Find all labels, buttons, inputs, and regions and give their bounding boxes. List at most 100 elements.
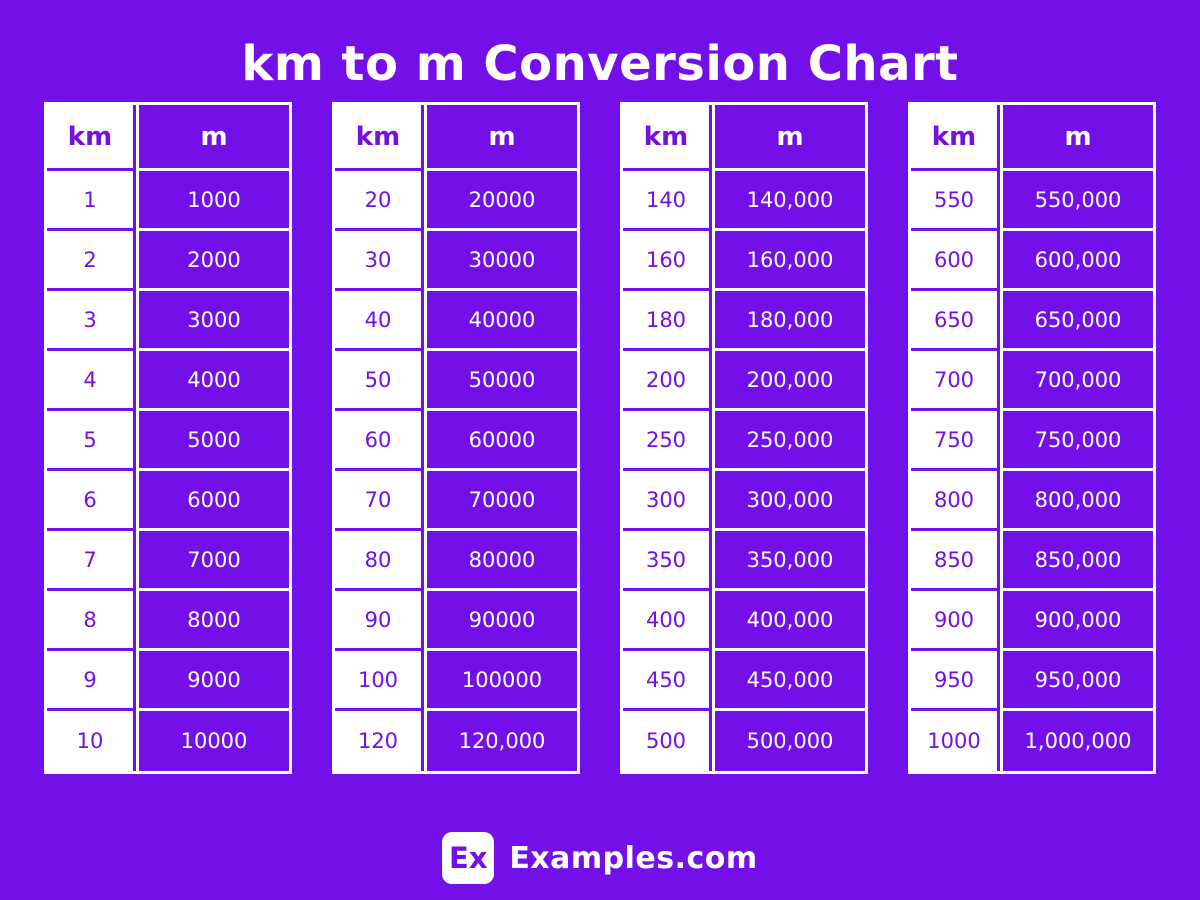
- m-cell: 1,000,000: [1000, 711, 1153, 771]
- km-cell: 30: [335, 231, 424, 291]
- m-cell: 3000: [136, 291, 289, 351]
- table-row: 3 3000: [47, 291, 289, 351]
- m-cell: 140,000: [712, 171, 865, 231]
- table-row: 100 100000: [335, 651, 577, 711]
- km-cell: 7: [47, 531, 136, 591]
- table-row: 80 80000: [335, 531, 577, 591]
- m-cell: 8000: [136, 591, 289, 651]
- table-row: 5 5000: [47, 411, 289, 471]
- km-cell: 500: [623, 711, 712, 771]
- km-cell: 60: [335, 411, 424, 471]
- km-cell: 900: [911, 591, 1000, 651]
- m-cell: 500,000: [712, 711, 865, 771]
- table-row: 180 180,000: [623, 291, 865, 351]
- table-row: 140 140,000: [623, 171, 865, 231]
- table-row: 650 650,000: [911, 291, 1153, 351]
- m-cell: 120,000: [424, 711, 577, 771]
- table-row: 900 900,000: [911, 591, 1153, 651]
- km-cell: 8: [47, 591, 136, 651]
- m-cell: 7000: [136, 531, 289, 591]
- conversion-table-3: km m 140 140,000 160 160,000 180 180,000 200 200,…: [620, 102, 868, 774]
- km-cell: 750: [911, 411, 1000, 471]
- table-row: 70 70000: [335, 471, 577, 531]
- m-cell: 250,000: [712, 411, 865, 471]
- km-cell: 6: [47, 471, 136, 531]
- table-row: 200 200,000: [623, 351, 865, 411]
- km-cell: 250: [623, 411, 712, 471]
- m-cell: 80000: [424, 531, 577, 591]
- tables-row: km m 1 1000 2 2000 3 3000 4 4000 5 5000 6 6000 7 7000 8 8…: [0, 102, 1200, 774]
- m-cell: 2000: [136, 231, 289, 291]
- km-cell: 10: [47, 711, 136, 771]
- table-row: 1 1000: [47, 171, 289, 231]
- table-row: 950 950,000: [911, 651, 1153, 711]
- km-header: km: [623, 105, 712, 171]
- m-cell: 1000: [136, 171, 289, 231]
- km-cell: 850: [911, 531, 1000, 591]
- table-row: 20 20000: [335, 171, 577, 231]
- table-row: 6 6000: [47, 471, 289, 531]
- m-cell: 70000: [424, 471, 577, 531]
- table-row: 250 250,000: [623, 411, 865, 471]
- table-row: 7 7000: [47, 531, 289, 591]
- m-cell: 50000: [424, 351, 577, 411]
- conversion-table-2: km m 20 20000 30 30000 40 40000 50 50000 60 60000 70…: [332, 102, 580, 774]
- km-cell: 180: [623, 291, 712, 351]
- m-cell: 200,000: [712, 351, 865, 411]
- brand-name: Examples.com: [509, 840, 758, 876]
- m-cell: 60000: [424, 411, 577, 471]
- m-cell: 600,000: [1000, 231, 1153, 291]
- km-cell: 200: [623, 351, 712, 411]
- table-row: 750 750,000: [911, 411, 1153, 471]
- km-header: km: [911, 105, 1000, 171]
- m-cell: 40000: [424, 291, 577, 351]
- header-row: km m: [911, 105, 1153, 171]
- table-row: 300 300,000: [623, 471, 865, 531]
- m-cell: 700,000: [1000, 351, 1153, 411]
- km-cell: 4: [47, 351, 136, 411]
- km-cell: 20: [335, 171, 424, 231]
- conversion-table-1: km m 1 1000 2 2000 3 3000 4 4000 5 5000 6 6000 7 7000 8 8…: [44, 102, 292, 774]
- km-cell: 1000: [911, 711, 1000, 771]
- m-cell: 160,000: [712, 231, 865, 291]
- table-row: 350 350,000: [623, 531, 865, 591]
- table-row: 120 120,000: [335, 711, 577, 771]
- m-cell: 650,000: [1000, 291, 1153, 351]
- m-cell: 100000: [424, 651, 577, 711]
- km-cell: 2: [47, 231, 136, 291]
- km-cell: 350: [623, 531, 712, 591]
- table-row: 2 2000: [47, 231, 289, 291]
- m-cell: 400,000: [712, 591, 865, 651]
- table-row: 8 8000: [47, 591, 289, 651]
- table-row: 850 850,000: [911, 531, 1153, 591]
- km-cell: 40: [335, 291, 424, 351]
- km-cell: 450: [623, 651, 712, 711]
- km-cell: 650: [911, 291, 1000, 351]
- km-cell: 80: [335, 531, 424, 591]
- km-cell: 1: [47, 171, 136, 231]
- table-row: 40 40000: [335, 291, 577, 351]
- m-cell: 450,000: [712, 651, 865, 711]
- km-cell: 5: [47, 411, 136, 471]
- km-cell: 550: [911, 171, 1000, 231]
- table-row: 4 4000: [47, 351, 289, 411]
- header-row: km m: [335, 105, 577, 171]
- km-cell: 50: [335, 351, 424, 411]
- table-row: 450 450,000: [623, 651, 865, 711]
- m-header: m: [1000, 105, 1153, 171]
- header-row: km m: [623, 105, 865, 171]
- table-row: 160 160,000: [623, 231, 865, 291]
- m-cell: 900,000: [1000, 591, 1153, 651]
- km-cell: 9: [47, 651, 136, 711]
- km-cell: 90: [335, 591, 424, 651]
- table-row: 550 550,000: [911, 171, 1153, 231]
- m-cell: 20000: [424, 171, 577, 231]
- km-cell: 120: [335, 711, 424, 771]
- table-row: 1000 1,000,000: [911, 711, 1153, 771]
- table-row: 700 700,000: [911, 351, 1153, 411]
- m-cell: 10000: [136, 711, 289, 771]
- m-cell: 5000: [136, 411, 289, 471]
- km-cell: 400: [623, 591, 712, 651]
- m-cell: 9000: [136, 651, 289, 711]
- m-cell: 950,000: [1000, 651, 1153, 711]
